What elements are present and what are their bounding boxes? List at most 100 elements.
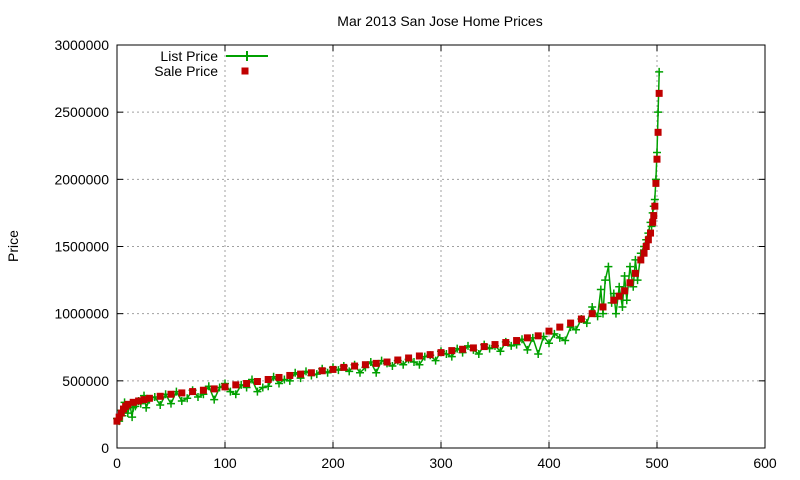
- data-point-list-price: [210, 395, 219, 404]
- data-point-list-price: [231, 390, 240, 399]
- data-point-sale-price: [647, 229, 655, 237]
- data-point-sale-price: [615, 292, 623, 300]
- data-point-list-price: [596, 285, 605, 294]
- data-point-list-price: [633, 276, 642, 285]
- data-point-list-price: [388, 362, 397, 371]
- data-point-list-price: [654, 108, 663, 117]
- y-tick-label: 1000000: [54, 306, 109, 322]
- data-point-sale-price: [117, 409, 125, 417]
- data-point-list-price: [545, 339, 553, 348]
- data-point-list-price: [128, 413, 137, 422]
- data-point-sale-price: [651, 202, 659, 210]
- data-point-list-price: [572, 325, 580, 334]
- data-point-list-price: [431, 356, 440, 365]
- data-point-list-price: [156, 401, 165, 410]
- x-tick-label: 500: [645, 455, 669, 471]
- legend-marker-list-price: [242, 51, 252, 61]
- data-point-sale-price: [145, 394, 153, 402]
- data-point-list-price: [618, 302, 627, 311]
- data-point-list-price: [399, 360, 408, 369]
- data-point-list-price: [555, 333, 564, 342]
- data-point-list-price: [415, 360, 424, 369]
- x-tick-label: 400: [537, 455, 561, 471]
- data-point-sale-price: [577, 315, 585, 323]
- data-point-list-price: [615, 282, 624, 291]
- data-point-sale-price: [232, 381, 240, 389]
- data-point-sale-price: [329, 365, 337, 373]
- data-point-sale-price: [626, 279, 634, 287]
- data-point-list-price: [264, 382, 273, 391]
- data-point-sale-price: [167, 390, 175, 398]
- data-point-list-price: [372, 368, 381, 377]
- data-point-sale-price: [653, 155, 661, 163]
- data-point-list-price: [599, 309, 607, 318]
- data-point-sale-price: [545, 327, 553, 335]
- data-point-list-price: [588, 302, 597, 311]
- data-point-list-price: [177, 396, 186, 405]
- data-point-list-price: [604, 262, 613, 271]
- data-point-sale-price: [394, 356, 402, 364]
- data-point-sale-price: [448, 347, 456, 355]
- data-point-sale-price: [523, 334, 531, 342]
- data-point-sale-price: [469, 344, 477, 352]
- data-point-sale-price: [351, 362, 359, 370]
- data-point-sale-price: [567, 319, 575, 327]
- data-point-sale-price: [631, 269, 639, 277]
- data-point-list-price: [474, 349, 483, 358]
- data-point-sale-price: [210, 385, 218, 393]
- data-point-sale-price: [275, 373, 283, 381]
- x-tick-label: 100: [213, 455, 237, 471]
- data-point-sale-price: [655, 89, 663, 97]
- data-point-sale-price: [610, 296, 618, 304]
- data-point-list-price: [226, 387, 235, 396]
- data-point-sale-price: [135, 397, 143, 405]
- data-point-sale-price: [491, 341, 499, 349]
- data-point-list-price: [582, 319, 591, 328]
- legend-label-sale-price: Sale Price: [154, 63, 218, 79]
- data-point-sale-price: [652, 179, 660, 187]
- data-point-sale-price: [650, 212, 658, 220]
- data-point-list-price: [496, 347, 505, 356]
- data-point-sale-price: [556, 323, 564, 331]
- legend: List Price Sale Price: [154, 48, 268, 79]
- data-point-list-price: [611, 309, 620, 318]
- data-point-sale-price: [361, 361, 369, 369]
- data-point-sale-price: [129, 398, 137, 406]
- data-point-list-price: [194, 392, 202, 401]
- data-point-list-price: [561, 336, 570, 345]
- data-point-sale-price: [189, 388, 197, 396]
- data-point-sale-price: [307, 369, 315, 377]
- data-point-sale-price: [340, 363, 348, 371]
- data-point-sale-price: [264, 375, 272, 383]
- data-point-sale-price: [459, 345, 467, 353]
- data-point-sale-price: [637, 256, 645, 264]
- data-point-sale-price: [243, 380, 251, 388]
- data-point-list-price: [183, 394, 192, 403]
- data-point-sale-price: [221, 383, 229, 391]
- data-point-list-price: [653, 148, 661, 157]
- data-point-list-price: [167, 399, 175, 408]
- data-point-sale-price: [124, 400, 132, 408]
- data-point-sale-price: [513, 337, 521, 345]
- data-point-list-price: [655, 67, 664, 76]
- data-point-sale-price: [372, 359, 380, 367]
- y-tick-label: 2500000: [54, 104, 109, 120]
- y-tick-label: 1500000: [54, 239, 109, 255]
- data-point-sale-price: [156, 392, 164, 400]
- data-point-sale-price: [649, 218, 657, 226]
- data-point-sale-price: [297, 370, 305, 378]
- data-point-sale-price: [437, 349, 445, 357]
- data-point-list-price: [534, 349, 543, 358]
- data-point-list-price: [142, 403, 151, 412]
- data-point-list-price: [620, 272, 629, 281]
- data-point-sale-price: [115, 413, 123, 421]
- chart-title: Mar 2013 San Jose Home Prices: [337, 13, 542, 29]
- data-point-sale-price: [588, 310, 596, 318]
- data-point-sale-price: [534, 332, 542, 340]
- legend-marker-sale-price: [241, 67, 249, 75]
- data-point-list-price: [626, 262, 634, 271]
- y-tick-label: 3000000: [54, 37, 109, 53]
- data-point-sale-price: [642, 243, 650, 250]
- data-point-sale-price: [480, 343, 488, 351]
